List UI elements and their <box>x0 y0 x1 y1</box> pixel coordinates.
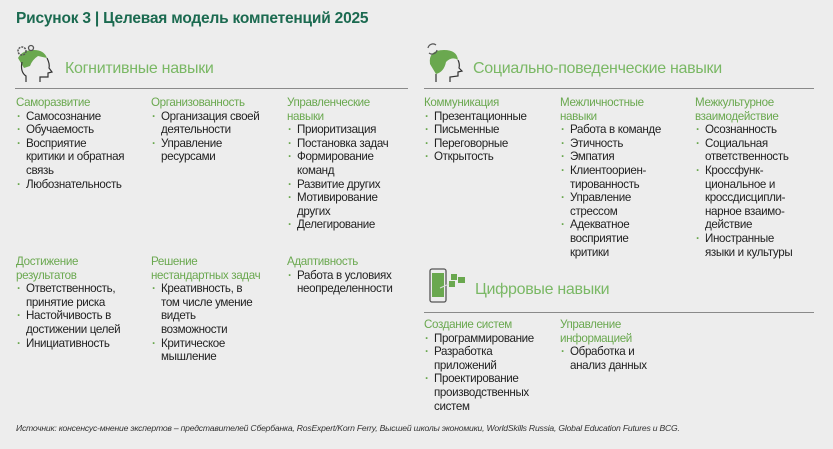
list-item: Открытость <box>424 150 559 164</box>
list-item: Постановка задач <box>287 137 422 151</box>
competency-group: ОрганизованностьОрганизация своей деятел… <box>151 96 286 164</box>
list-item: Социальная ответственность <box>695 137 830 164</box>
list-item: Делегирование <box>287 218 422 232</box>
list-item: Осознанность <box>695 123 830 137</box>
divider <box>424 88 814 89</box>
list-item: Иностранные языки и культуры <box>695 232 830 259</box>
list-item: Инициативность <box>16 337 151 351</box>
competency-group: СаморазвитиеСамосознаниеОбучаемостьВоспр… <box>16 96 151 191</box>
list-item: Проектирование производственных систем <box>424 372 559 413</box>
group-title: Создание систем <box>424 318 512 331</box>
list-item: Креативность, в том числе умение видеть … <box>151 282 286 336</box>
list-item: Кроссфунк- циональное и кроссдисципли- н… <box>695 164 830 232</box>
list-item: Разработка приложений <box>424 345 559 372</box>
list-item: Управление стрессом <box>560 191 695 218</box>
competency-group: Межкультурное взаимодействиеОсознанность… <box>695 96 830 259</box>
list-item: Критическое мышление <box>151 337 286 364</box>
group-title: Межкультурное взаимодействие <box>695 96 779 123</box>
list-item: Обучаемость <box>16 123 151 137</box>
competency-group: КоммуникацияПрезентационныеПисьменныеПер… <box>424 96 559 164</box>
list-item: Любознательность <box>16 178 151 192</box>
section-heading-social: Социально-поведенческие навыки <box>473 60 722 77</box>
smartphone-icon <box>429 268 465 303</box>
list-item: Эмпатия <box>560 150 695 164</box>
list-item: Письменные <box>424 123 559 137</box>
group-title: Коммуникация <box>424 96 499 109</box>
group-title: Управление информацией <box>560 318 632 345</box>
head-with-gears-icon <box>17 44 54 82</box>
list-item: Работа в условиях неопределенности <box>287 269 422 296</box>
source-note: Источник: консенсус-мнение экспертов – п… <box>16 423 680 433</box>
list-item: Программирование <box>424 332 559 346</box>
list-item: Формирование команд <box>287 150 422 177</box>
competency-group: Межличностные навыкиРабота в командеЭтич… <box>560 96 695 259</box>
competency-group: Управление информациейОбработка и анализ… <box>560 318 695 372</box>
head-with-cycle-icon <box>427 43 464 82</box>
list-item: Приоритизация <box>287 123 422 137</box>
group-title: Межличностные навыки <box>560 96 644 123</box>
group-title: Достижение результатов <box>16 255 79 282</box>
group-title: Организованность <box>151 96 245 109</box>
list-item: Переговорные <box>424 137 559 151</box>
list-item: Обработка и анализ данных <box>560 345 695 372</box>
group-title: Саморазвитие <box>16 96 91 109</box>
figure-title: Рисунок 3 | Целевая модель компетенций 2… <box>16 10 369 27</box>
competency-group: Управленческие навыкиПриоритизацияПостан… <box>287 96 422 232</box>
list-item: Восприятие критики и обратная связь <box>16 137 151 178</box>
competency-group: Решение нестандартных задачКреативность,… <box>151 255 286 364</box>
list-item: Организация своей деятельности <box>151 110 286 137</box>
divider <box>424 312 814 313</box>
list-item: Развитие других <box>287 178 422 192</box>
list-item: Самосознание <box>16 110 151 124</box>
divider <box>15 88 408 89</box>
competency-group: Создание системПрограммированиеРазработк… <box>424 318 559 413</box>
list-item: Управление ресурсами <box>151 137 286 164</box>
group-title: Управленческие навыки <box>287 96 370 123</box>
list-item: Ответственность, принятие риска <box>16 282 151 309</box>
list-item: Настойчивость в достижении целей <box>16 309 151 336</box>
competency-group: Достижение результатовОтветственность, п… <box>16 255 151 350</box>
list-item: Этичность <box>560 137 695 151</box>
list-item: Работа в команде <box>560 123 695 137</box>
section-heading-digital: Цифровые навыки <box>475 281 610 298</box>
list-item: Презентационные <box>424 110 559 124</box>
competency-group: АдаптивностьРабота в условиях неопределе… <box>287 255 422 296</box>
section-heading-cognitive: Когнитивные навыки <box>65 60 214 77</box>
list-item: Клиентоориен- тированность <box>560 164 695 191</box>
list-item: Мотивирование других <box>287 191 422 218</box>
group-title: Адаптивность <box>287 255 358 268</box>
list-item: Адекватное восприятие критики <box>560 218 695 259</box>
group-title: Решение нестандартных задач <box>151 255 261 282</box>
